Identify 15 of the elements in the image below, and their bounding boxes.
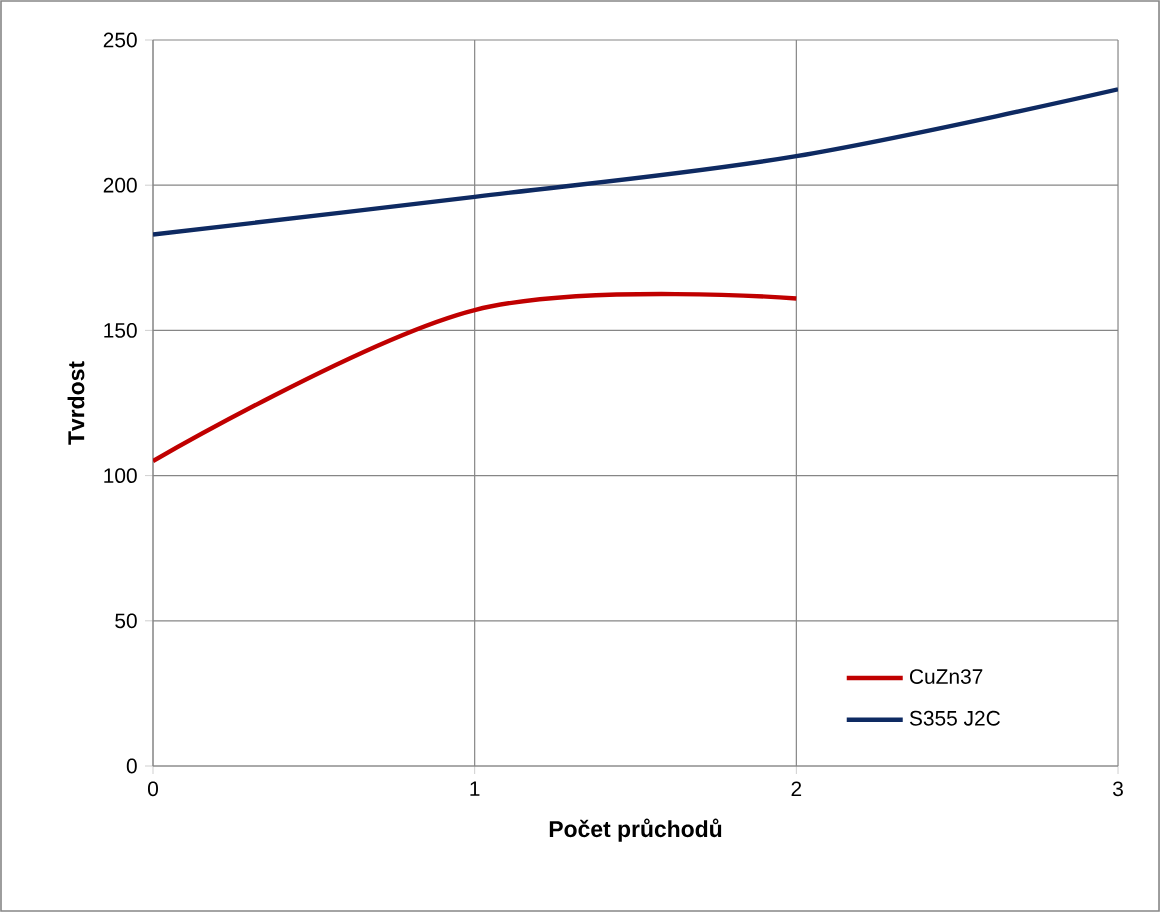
- line-series: [153, 87, 1119, 237]
- x-tick-label: 3: [1112, 781, 1123, 797]
- y-axis-title: Tvrdost: [67, 361, 85, 445]
- legend-label: CuZn37: [909, 669, 983, 684]
- y-tick-label: 200: [103, 177, 137, 193]
- x-tick-label: 2: [791, 781, 802, 796]
- y-tick-label: 50: [115, 613, 137, 629]
- y-tick-label: 0: [126, 758, 137, 774]
- x-tick-label: 1: [470, 781, 480, 796]
- y-tick-label: 250: [103, 32, 137, 48]
- x-tick-label: 0: [148, 781, 158, 797]
- y-tick-label: 150: [104, 323, 137, 338]
- y-tick-label: 100: [104, 468, 137, 484]
- x-axis-title: Počet průchodů: [549, 818, 722, 842]
- legend-label: S355 J2C: [909, 710, 1000, 726]
